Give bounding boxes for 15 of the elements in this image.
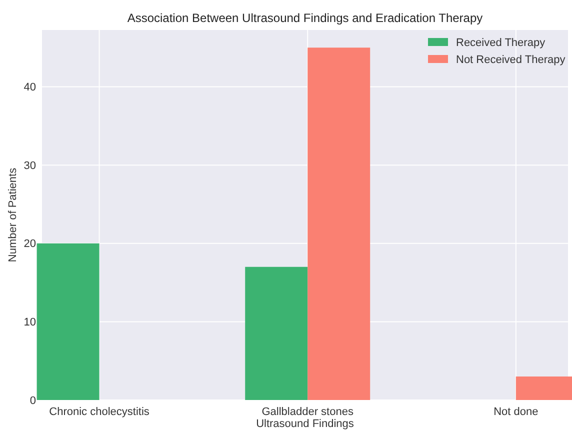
x-tick-label: Chronic cholecystitis — [49, 406, 150, 418]
x-axis-title: Ultrasound Findings — [256, 418, 354, 430]
x-tick-label: Gallbladder stones — [262, 406, 354, 418]
x-tick-label: Not done — [494, 406, 538, 418]
chart-title: Association Between Ultrasound Findings and Eradication Therapy — [127, 11, 483, 25]
y-tick-label: 0 — [30, 394, 36, 407]
bar — [245, 266, 308, 400]
legend-label: Not Received Therapy — [456, 54, 566, 66]
y-axis-title: Number of Patients — [7, 167, 19, 262]
y-tick-label: 20 — [24, 238, 36, 250]
legend-label: Received Therapy — [456, 36, 546, 49]
y-tick-label: 10 — [24, 316, 36, 329]
y-tick-label: 30 — [24, 160, 36, 172]
bar — [36, 243, 100, 400]
y-tick-label: 40 — [24, 82, 36, 94]
